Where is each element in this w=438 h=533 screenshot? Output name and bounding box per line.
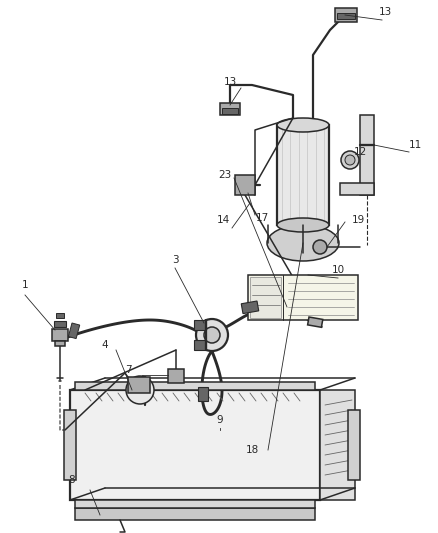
Text: 7: 7 xyxy=(125,365,131,375)
Bar xyxy=(320,390,355,500)
Bar xyxy=(75,382,315,390)
Text: 4: 4 xyxy=(102,340,108,350)
Ellipse shape xyxy=(277,218,329,232)
Bar xyxy=(220,103,240,115)
Bar xyxy=(64,410,76,480)
Bar xyxy=(54,321,66,327)
Bar xyxy=(128,377,150,393)
Text: 14: 14 xyxy=(216,215,230,225)
Bar xyxy=(52,329,68,341)
Text: 18: 18 xyxy=(245,445,258,455)
Ellipse shape xyxy=(277,118,329,132)
Text: 9: 9 xyxy=(217,415,223,425)
Bar xyxy=(168,369,184,383)
Text: 13: 13 xyxy=(378,7,392,17)
Text: 1: 1 xyxy=(22,280,28,290)
Text: 3: 3 xyxy=(172,255,178,265)
Text: 19: 19 xyxy=(351,215,364,225)
Bar xyxy=(241,301,259,313)
Bar xyxy=(194,320,206,330)
Bar xyxy=(70,390,320,500)
Bar xyxy=(55,341,65,346)
Bar xyxy=(307,317,323,327)
Circle shape xyxy=(345,155,355,165)
Text: 11: 11 xyxy=(408,140,422,150)
Text: 13: 13 xyxy=(223,77,237,87)
Bar xyxy=(75,508,315,520)
Bar xyxy=(68,323,80,338)
Text: 12: 12 xyxy=(353,147,367,157)
Bar xyxy=(75,500,315,508)
Text: 10: 10 xyxy=(332,265,345,275)
Bar xyxy=(250,277,281,318)
Circle shape xyxy=(196,319,228,351)
Text: 17: 17 xyxy=(255,213,268,223)
Bar xyxy=(277,125,329,225)
Bar xyxy=(335,8,357,22)
Circle shape xyxy=(204,327,220,343)
Bar xyxy=(337,13,355,19)
Text: !: ! xyxy=(262,293,268,303)
Bar xyxy=(248,275,358,320)
Bar xyxy=(340,183,374,195)
Bar xyxy=(56,313,64,318)
Text: 8: 8 xyxy=(69,475,75,485)
Bar xyxy=(360,115,374,195)
Circle shape xyxy=(341,151,359,169)
Bar xyxy=(198,387,208,401)
Ellipse shape xyxy=(267,225,339,261)
Text: 23: 23 xyxy=(219,170,232,180)
Bar xyxy=(348,410,360,480)
Circle shape xyxy=(313,240,327,254)
Circle shape xyxy=(126,376,154,404)
Bar xyxy=(194,340,206,350)
Bar xyxy=(235,175,255,195)
Bar xyxy=(222,108,238,114)
